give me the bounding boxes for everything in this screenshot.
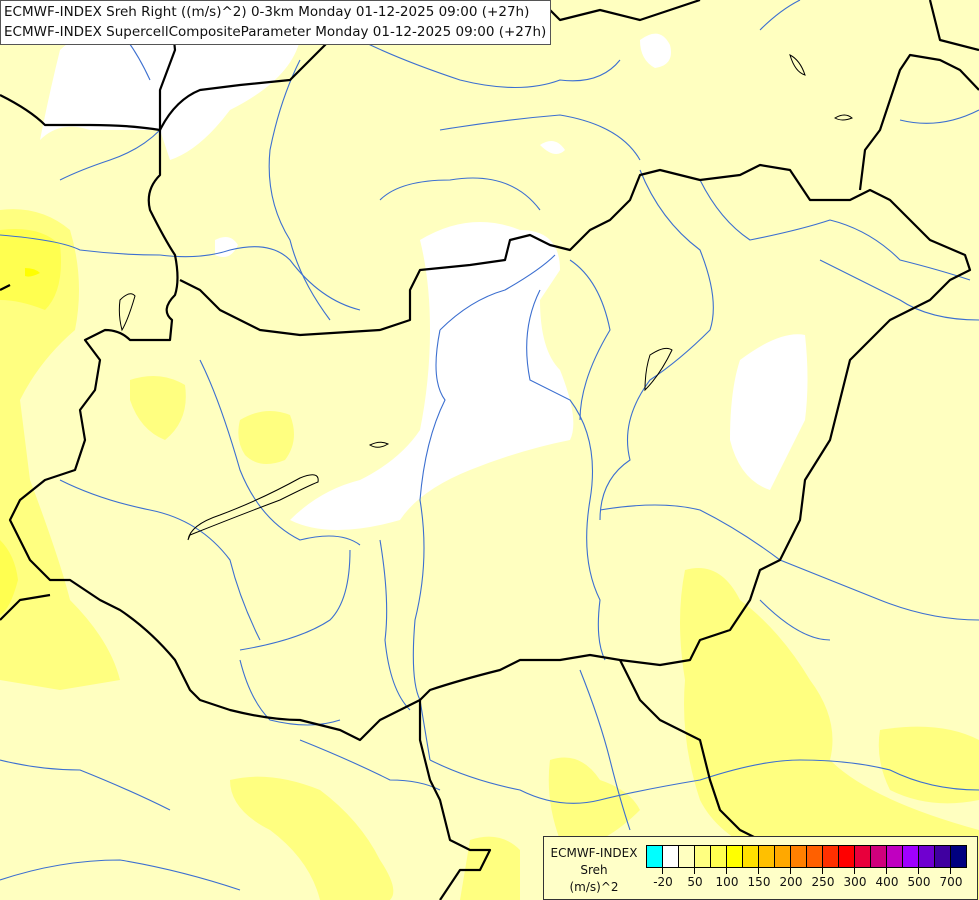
legend-unit: (m/s)^2 bbox=[569, 880, 619, 894]
legend-swatch bbox=[919, 846, 935, 867]
legend-tick-label: 100 bbox=[715, 875, 739, 889]
legend-swatch bbox=[791, 846, 807, 867]
legend-swatch bbox=[727, 846, 743, 867]
legend-source: ECMWF-INDEX bbox=[550, 846, 638, 860]
legend-tick-label: 500 bbox=[907, 875, 931, 889]
legend-tick-label: 700 bbox=[939, 875, 963, 889]
legend-tick-mark bbox=[790, 867, 791, 874]
legend-tick-mark bbox=[726, 867, 727, 874]
title-line-sreh: ECMWF-INDEX Sreh Right ((m/s)^2) 0-3km M… bbox=[4, 4, 530, 20]
lake-balaton bbox=[187, 474, 319, 541]
legend-label: ECMWF-INDEX Sreh (m/s)^2 bbox=[546, 845, 642, 896]
legend-tick-mark bbox=[822, 867, 823, 874]
legend-tick-mark bbox=[918, 867, 919, 874]
field-light-yellow-areas bbox=[0, 209, 979, 900]
legend-tick-mark bbox=[758, 867, 759, 874]
legend-tick-label: 200 bbox=[779, 875, 803, 889]
legend-swatch bbox=[903, 846, 919, 867]
color-legend: ECMWF-INDEX Sreh (m/s)^2 -20 50 100 150 200 2… bbox=[543, 836, 978, 900]
legend-swatch bbox=[823, 846, 839, 867]
field-strong-yellow-spot bbox=[25, 268, 40, 277]
legend-swatch bbox=[855, 846, 871, 867]
legend-tick-mark bbox=[694, 867, 695, 874]
legend-swatch bbox=[775, 846, 791, 867]
legend-swatch bbox=[759, 846, 775, 867]
legend-swatch bbox=[711, 846, 727, 867]
legend-tick-label: 400 bbox=[875, 875, 899, 889]
legend-swatch bbox=[935, 846, 951, 867]
legend-tick-label: 250 bbox=[811, 875, 835, 889]
legend-tick-label: 50 bbox=[687, 875, 703, 889]
legend-tick-label: 150 bbox=[747, 875, 771, 889]
legend-swatch bbox=[743, 846, 759, 867]
legend-tick-mark bbox=[886, 867, 887, 874]
legend-tick-mark bbox=[854, 867, 855, 874]
legend-tick-mark bbox=[950, 867, 951, 874]
legend-tick-label: 300 bbox=[843, 875, 867, 889]
legend-swatch bbox=[663, 846, 679, 867]
legend-swatch bbox=[839, 846, 855, 867]
legend-swatch bbox=[871, 846, 887, 867]
legend-swatch bbox=[647, 846, 663, 867]
legend-swatch bbox=[679, 846, 695, 867]
legend-tick-mark bbox=[662, 867, 663, 874]
field-white-areas bbox=[40, 27, 808, 530]
title-line-scp: ECMWF-INDEX SupercellCompositeParameter … bbox=[4, 24, 547, 40]
legend-parameter: Sreh bbox=[580, 863, 608, 877]
legend-tick-label: -20 bbox=[653, 875, 673, 889]
legend-swatch bbox=[951, 846, 966, 867]
legend-swatch bbox=[695, 846, 711, 867]
lakes bbox=[118, 54, 853, 541]
map-title-box: ECMWF-INDEX Sreh Right ((m/s)^2) 0-3km M… bbox=[0, 0, 552, 45]
legend-swatches bbox=[646, 845, 967, 868]
legend-swatch bbox=[807, 846, 823, 867]
legend-swatch bbox=[887, 846, 903, 867]
